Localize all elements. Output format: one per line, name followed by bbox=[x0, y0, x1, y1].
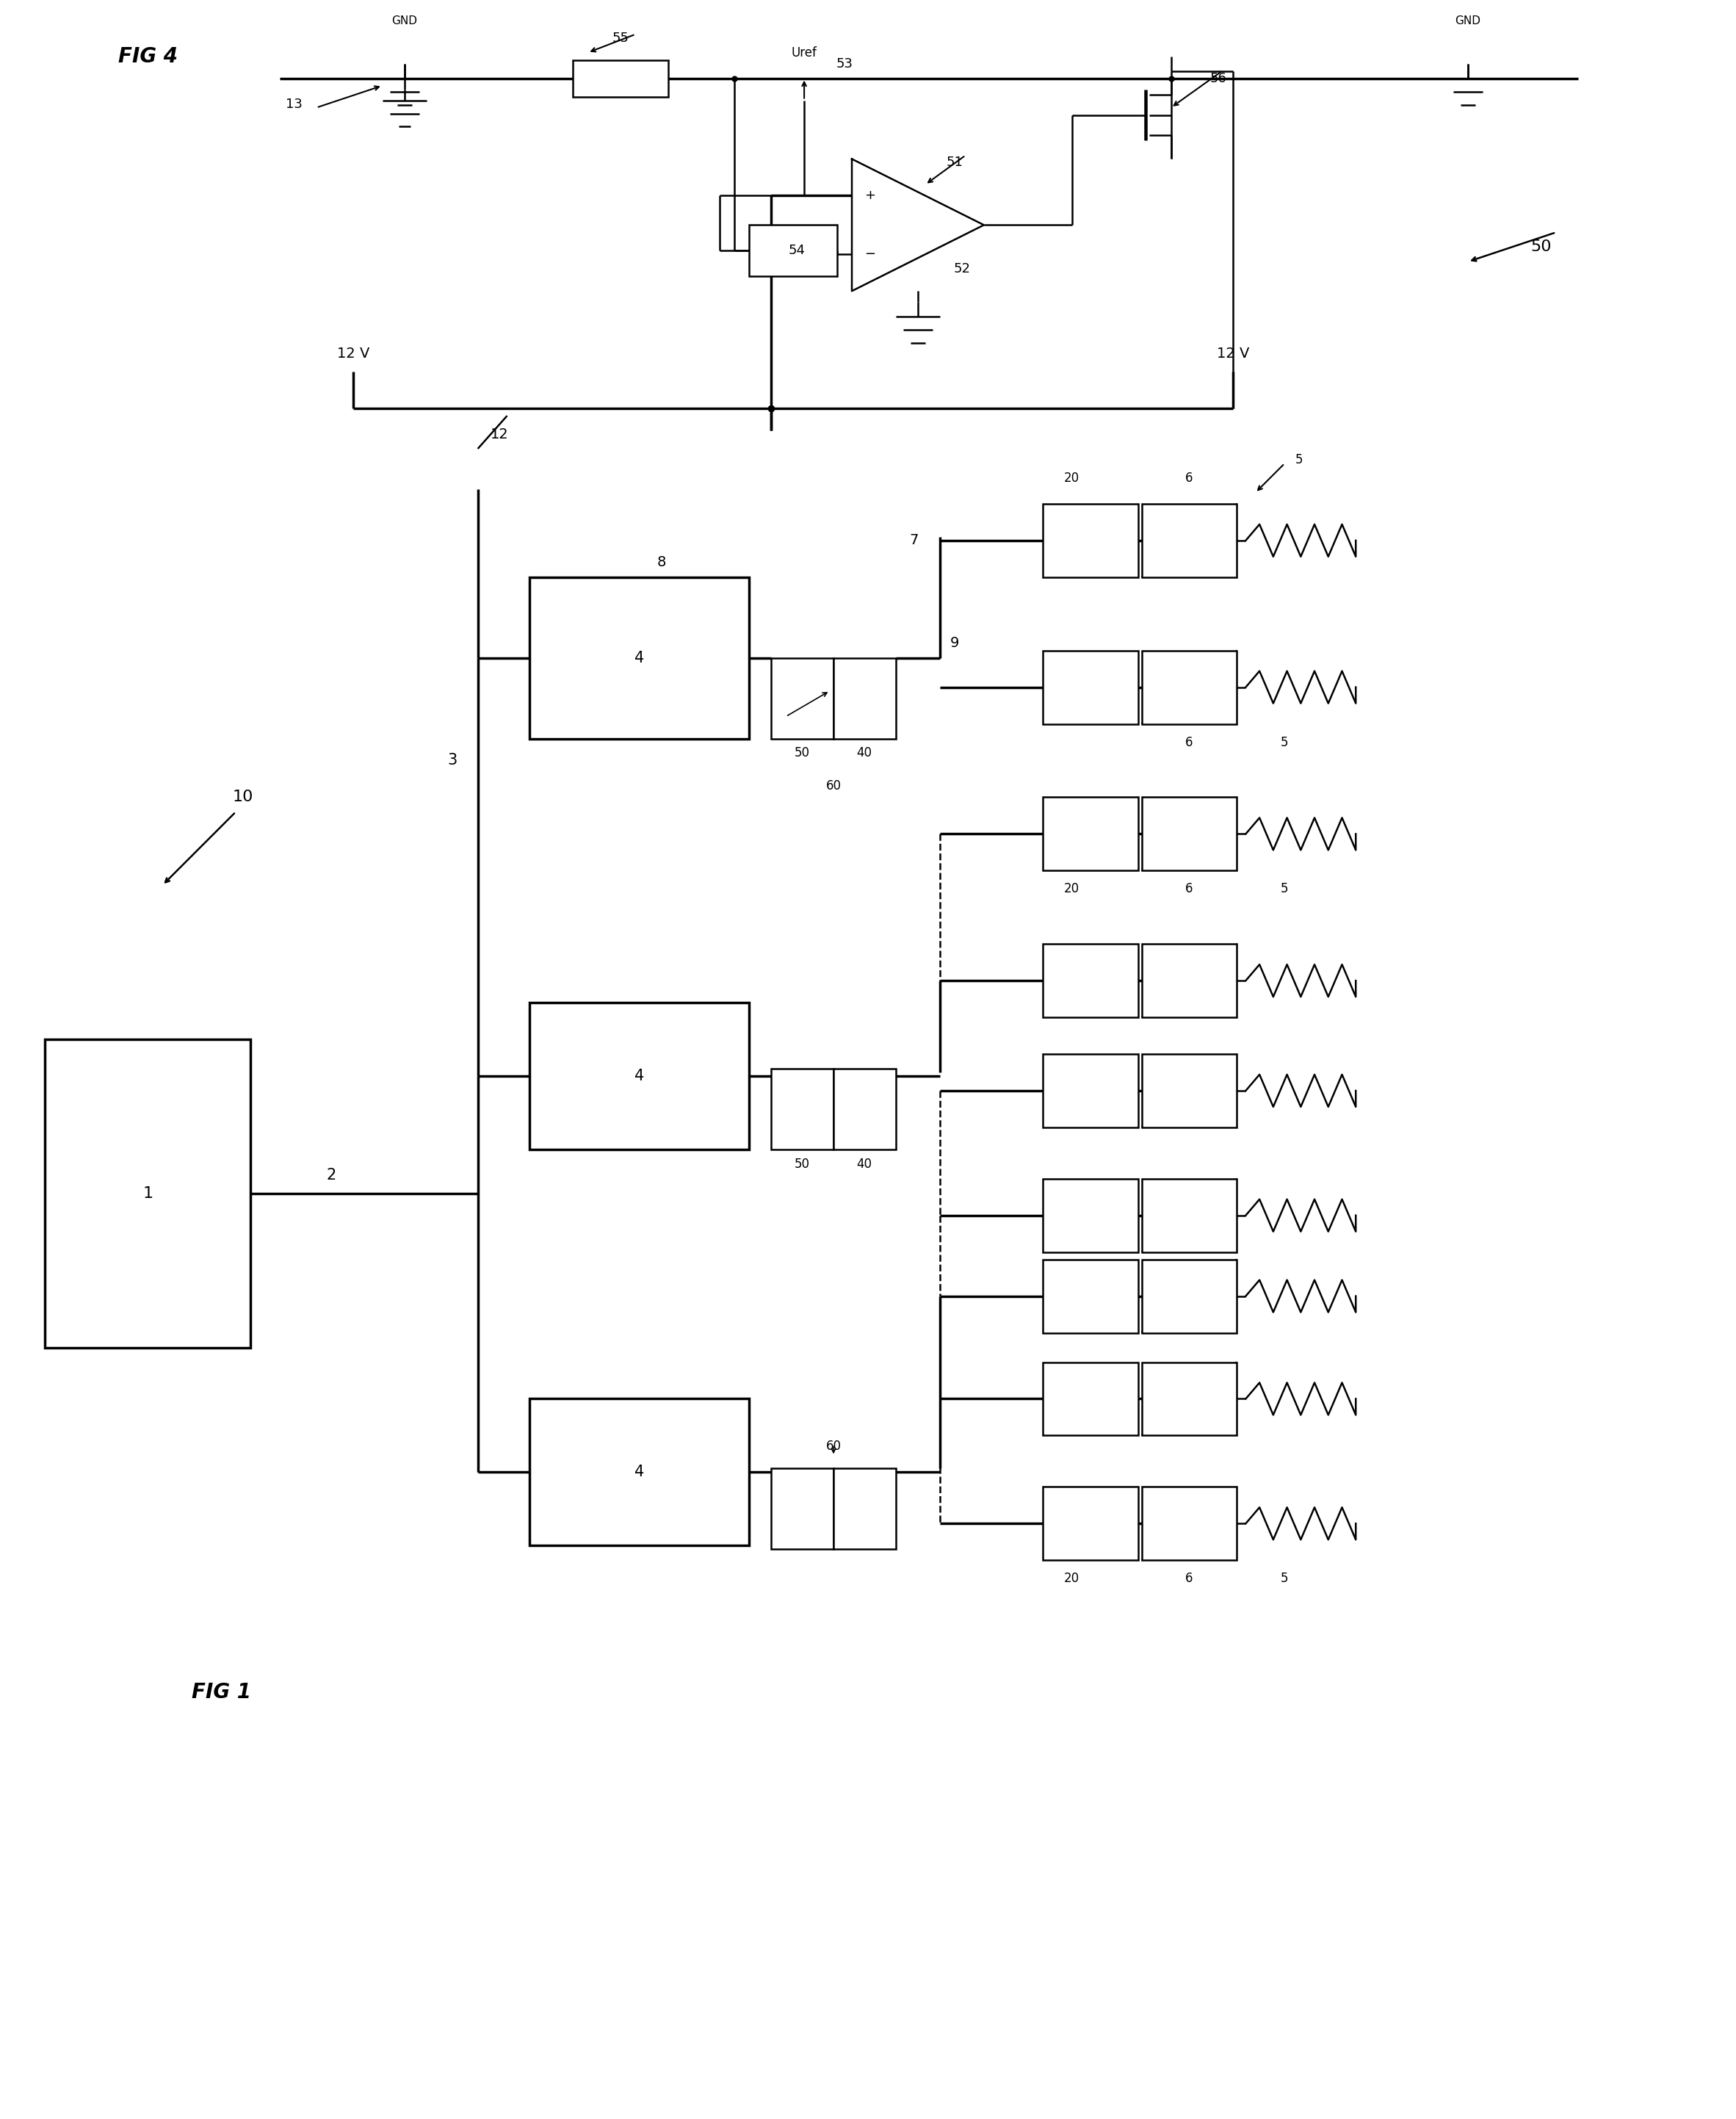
Bar bbox=[1142, 1488, 1238, 1560]
Bar bbox=[1043, 504, 1137, 576]
Text: 54: 54 bbox=[788, 244, 806, 256]
Bar bbox=[1142, 797, 1238, 871]
Text: 5: 5 bbox=[1281, 1572, 1288, 1585]
Text: 40: 40 bbox=[856, 1157, 871, 1170]
Text: 5: 5 bbox=[1295, 453, 1304, 466]
Text: 8: 8 bbox=[656, 555, 665, 570]
Text: 60: 60 bbox=[826, 780, 842, 793]
Text: 53: 53 bbox=[837, 57, 852, 70]
Text: 50: 50 bbox=[795, 1157, 809, 1170]
Bar bbox=[1142, 1363, 1238, 1435]
Text: 3: 3 bbox=[448, 752, 457, 767]
Text: 12 V: 12 V bbox=[337, 345, 370, 360]
Bar bbox=[1043, 797, 1137, 871]
Text: 50: 50 bbox=[1531, 239, 1552, 254]
Bar bbox=[833, 1068, 896, 1148]
Bar bbox=[1043, 1363, 1137, 1435]
Text: 12 V: 12 V bbox=[1217, 345, 1250, 360]
Bar bbox=[833, 1468, 896, 1549]
Bar bbox=[1142, 504, 1238, 576]
Text: GND: GND bbox=[392, 15, 417, 28]
Bar bbox=[833, 657, 896, 740]
Text: GND: GND bbox=[1455, 15, 1481, 28]
Bar bbox=[1043, 1488, 1137, 1560]
Text: 5: 5 bbox=[1281, 735, 1288, 748]
Text: 13: 13 bbox=[286, 97, 302, 110]
Text: 5: 5 bbox=[1281, 882, 1288, 896]
Text: 7: 7 bbox=[910, 534, 918, 547]
Text: 6: 6 bbox=[1186, 735, 1193, 748]
Bar bbox=[45, 1038, 250, 1348]
Text: 40: 40 bbox=[856, 746, 871, 761]
Text: Uref: Uref bbox=[792, 47, 818, 59]
Bar bbox=[1043, 943, 1137, 1017]
Bar bbox=[1043, 1178, 1137, 1252]
Text: −: − bbox=[865, 248, 875, 261]
Bar bbox=[1142, 1259, 1238, 1333]
Bar bbox=[1043, 651, 1137, 725]
Text: 4: 4 bbox=[634, 1068, 644, 1083]
Text: 20: 20 bbox=[1064, 473, 1080, 485]
Text: 50: 50 bbox=[795, 746, 809, 761]
Text: 2: 2 bbox=[326, 1168, 337, 1182]
Text: 56: 56 bbox=[1210, 72, 1227, 85]
Bar bbox=[1142, 1178, 1238, 1252]
Text: 51: 51 bbox=[946, 157, 963, 170]
Bar bbox=[529, 1002, 750, 1148]
Text: 12: 12 bbox=[491, 428, 509, 441]
Bar bbox=[771, 657, 833, 740]
Text: +: + bbox=[865, 189, 875, 201]
Bar bbox=[1142, 651, 1238, 725]
Text: 4: 4 bbox=[634, 1464, 644, 1479]
Bar bbox=[750, 225, 837, 275]
Bar bbox=[573, 59, 668, 97]
Bar bbox=[1142, 1053, 1238, 1127]
Text: 20: 20 bbox=[1064, 1572, 1080, 1585]
Text: 1: 1 bbox=[142, 1187, 153, 1201]
Text: 9: 9 bbox=[950, 636, 958, 651]
Text: 55: 55 bbox=[613, 32, 628, 44]
Bar bbox=[771, 1468, 833, 1549]
Text: FIG 4: FIG 4 bbox=[118, 47, 177, 66]
Bar bbox=[1142, 943, 1238, 1017]
Text: 6: 6 bbox=[1186, 1572, 1193, 1585]
Text: 52: 52 bbox=[953, 263, 970, 275]
Text: FIG 1: FIG 1 bbox=[191, 1682, 250, 1702]
Bar bbox=[529, 1399, 750, 1545]
Bar bbox=[1043, 1259, 1137, 1333]
Text: 6: 6 bbox=[1186, 882, 1193, 896]
Bar bbox=[771, 1068, 833, 1148]
Bar bbox=[529, 576, 750, 740]
Text: 60: 60 bbox=[826, 1441, 842, 1454]
Text: 10: 10 bbox=[233, 790, 253, 805]
Text: 6: 6 bbox=[1186, 473, 1193, 485]
Text: 20: 20 bbox=[1064, 882, 1080, 896]
Bar bbox=[1043, 1053, 1137, 1127]
Text: 4: 4 bbox=[634, 651, 644, 665]
